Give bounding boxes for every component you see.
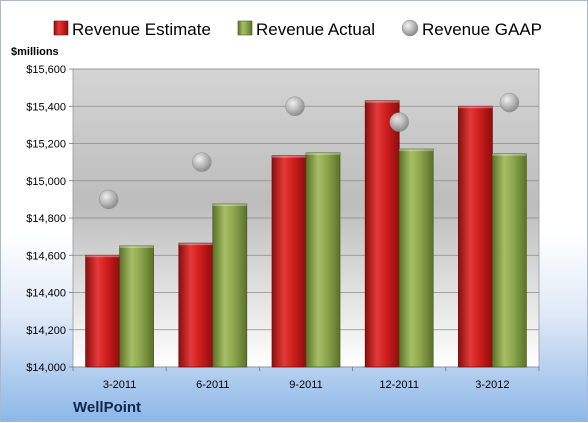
x-tick-label: 3-2011 — [103, 379, 136, 391]
y-tick-label: $14,000 — [26, 362, 66, 374]
legend-label-estimate: Revenue Estimate — [72, 20, 211, 39]
legend-label-gaap: Revenue GAAP — [422, 20, 542, 39]
y-axis-ticks: $14,000 $14,200 $14,400 $14,600 $14,800 $15,0… — [26, 64, 73, 374]
x-tick-label: 6-2011 — [196, 379, 229, 391]
bar-revenue-estimate-highlight — [458, 106, 493, 109]
legend-label-actual: Revenue Actual — [256, 20, 375, 39]
x-tick-label: 12-2011 — [379, 379, 419, 391]
bar-revenue-actual — [398, 148, 434, 368]
y-tick-label: $15,400 — [26, 101, 66, 113]
bar-revenue-actual-highlight — [399, 149, 434, 152]
bar-revenue-actual — [212, 203, 248, 368]
y-tick-label: $15,200 — [26, 139, 66, 151]
gaap-point — [389, 112, 409, 132]
x-tick-label: 9-2011 — [289, 379, 322, 391]
bar-revenue-estimate-highlight — [178, 243, 213, 246]
bar-revenue-actual — [492, 153, 527, 368]
legend-swatch-estimate — [53, 20, 69, 36]
bar-revenue-actual — [119, 245, 154, 368]
bar-revenue-actual-highlight — [119, 245, 154, 248]
bars — [85, 100, 527, 368]
company-name: WellPoint — [73, 399, 141, 416]
x-axis-ticks: 3-2011 6-2011 9-2011 12-2011 3-2012 — [72, 367, 540, 391]
bar-revenue-actual-highlight — [306, 152, 340, 155]
gaap-points — [98, 92, 520, 210]
gaap-point — [192, 152, 212, 172]
bar-revenue-estimate — [85, 254, 120, 368]
bar-revenue-estimate — [364, 100, 400, 368]
y-tick-label: $14,600 — [26, 250, 66, 262]
y-tick-label: $15,000 — [26, 176, 66, 188]
gaap-point — [285, 96, 305, 116]
y-tick-label: $14,400 — [26, 288, 66, 300]
y-tick-label: $15,600 — [26, 64, 66, 76]
bar-revenue-actual — [305, 152, 341, 368]
y-tick-label: $14,800 — [26, 213, 66, 225]
bar-revenue-actual-highlight — [492, 153, 527, 156]
x-tick-label: 3-2012 — [475, 379, 509, 391]
bar-revenue-estimate — [178, 242, 214, 368]
bar-revenue-estimate-highlight — [272, 155, 306, 158]
bar-revenue-actual-highlight — [212, 204, 247, 207]
legend-swatch-actual — [237, 20, 253, 36]
y-tick-label: $14,200 — [26, 325, 66, 337]
bar-revenue-estimate — [271, 155, 307, 368]
legend: Revenue Estimate Revenue Actual Revenue … — [53, 19, 542, 39]
gaap-point — [499, 92, 520, 113]
bar-revenue-estimate — [458, 105, 493, 368]
legend-swatch-gaap — [401, 19, 419, 37]
y-axis-unit-label: $millions — [11, 46, 59, 58]
bar-revenue-estimate-highlight — [85, 255, 120, 258]
bar-revenue-estimate-highlight — [365, 100, 400, 103]
gaap-point — [98, 189, 119, 210]
